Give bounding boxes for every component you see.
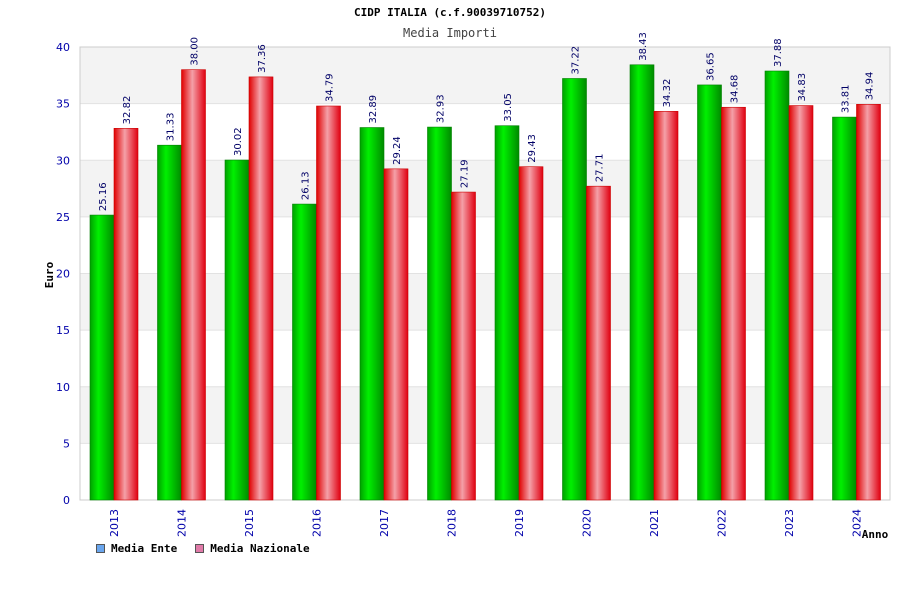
grid-band [80,273,890,331]
bar-media-nazionale-2023 [788,105,814,501]
chart-title: CIDP ITALIA (c.f.90039710752) [354,6,546,19]
y-tick-label: 40 [56,41,70,54]
legend: Media Ente Media Nazionale [96,542,310,555]
bar-media-ente-2021 [629,64,655,501]
grid-band [80,386,890,444]
x-tick-label: 2021 [648,509,661,537]
bar-media-nazionale-2022 [721,106,746,501]
bar-media-nazionale-2017 [383,168,409,501]
legend-label-media-nazionale: Media Nazionale [210,542,310,555]
data-label: 37.36 [257,44,268,73]
bar-media-ente-2016 [292,203,317,501]
y-tick-label: 25 [56,211,70,224]
plot-area: 0 5 10 15 20 25 30 35 40 25.16 32.82 2013 31.33 38.00… [56,32,891,537]
data-label: 34.94 [865,72,876,101]
data-label: 34.79 [325,73,336,102]
data-label: 25.16 [98,182,109,211]
bar-media-nazionale-2021 [653,111,679,501]
x-tick-label: 2020 [581,509,594,537]
data-label: 37.88 [773,38,784,67]
legend-swatch-media-ente [96,544,105,553]
y-tick-label: 30 [56,154,70,167]
y-tick-label: 0 [63,494,70,507]
data-label: 38.43 [638,32,649,61]
data-label: 34.68 [730,75,741,104]
legend-item-media-ente: Media Ente [96,542,177,555]
x-tick-label: 2016 [311,509,324,537]
data-label: 34.83 [797,73,808,102]
data-label: 33.05 [503,93,514,122]
bar-media-nazionale-2024 [856,104,881,501]
bar-media-ente-2020 [562,78,587,501]
data-label: 38.00 [190,37,201,66]
x-tick-label: 2018 [446,509,459,537]
bar-media-ente-2023 [764,70,790,501]
data-label: 27.71 [595,154,606,183]
x-tick-label: 2014 [176,509,189,537]
bar-media-ente-2024 [832,116,857,501]
bar-media-ente-2019 [494,125,520,501]
data-label: 30.02 [233,127,244,156]
bar-media-ente-2013 [89,214,115,501]
x-tick-label: 2013 [108,509,121,537]
x-tick-label: 2022 [716,509,729,537]
data-label: 34.32 [662,79,673,108]
bar-media-ente-2014 [157,144,182,501]
data-label: 36.65 [706,52,717,81]
legend-item-media-nazionale: Media Nazionale [195,542,310,555]
bar-media-nazionale-2016 [316,105,341,501]
bar-media-ente-2015 [224,159,250,501]
bar-media-nazionale-2014 [181,69,206,501]
x-tick-label: 2019 [513,509,526,537]
data-label: 32.93 [436,94,447,123]
y-tick-label: 35 [56,98,70,111]
x-tick-label: 2017 [378,509,391,537]
x-axis-title: Anno [862,528,889,541]
bar-media-nazionale-2019 [518,166,544,501]
data-label: 32.89 [368,95,379,124]
bar-media-ente-2018 [427,126,452,501]
data-label: 32.82 [122,96,133,125]
data-label: 29.24 [392,136,403,165]
x-tick-label: 2023 [783,509,796,537]
data-label: 33.81 [841,84,852,113]
y-tick-label: 10 [56,381,70,394]
bar-media-nazionale-2020 [586,185,611,501]
plot-border [79,46,891,501]
grid-band [80,160,890,217]
grid-band [80,47,890,104]
x-tick-label: 2024 [851,509,864,537]
data-label: 26.13 [301,171,312,200]
data-label: 27.19 [460,159,471,188]
bar-media-nazionale-2018 [451,191,476,501]
bar-media-nazionale-2013 [113,128,139,501]
data-label: 37.22 [571,46,582,75]
bar-media-ente-2017 [359,127,385,501]
legend-label-media-ente: Media Ente [111,542,178,555]
x-tick-label: 2015 [243,509,256,537]
data-label: 31.33 [166,113,177,142]
data-label: 29.43 [527,134,538,163]
y-tick-label: 5 [63,437,70,450]
y-tick-label: 15 [56,324,70,337]
legend-swatch-media-nazionale [195,544,205,553]
bar-media-nazionale-2015 [248,76,274,501]
bar-media-ente-2022 [697,84,722,501]
y-axis-title: Euro [43,261,56,288]
y-tick-label: 20 [56,268,70,281]
chart-subtitle: Media Importi [403,26,497,40]
